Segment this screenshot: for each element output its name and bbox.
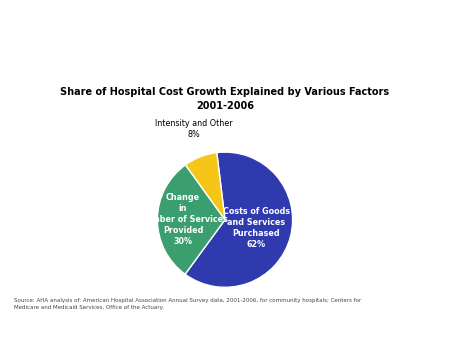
Text: Source: AHA analysis of: American Hospital Association Annual Survey data, 2001-: Source: AHA analysis of: American Hospit… [14, 298, 361, 310]
Wedge shape [185, 152, 292, 287]
Text: Share of Hospital Cost Growth Explained by Various Factors
2001-2006: Share of Hospital Cost Growth Explained … [60, 88, 390, 111]
Text: Intensity and Other
8%: Intensity and Other 8% [155, 119, 232, 139]
Text: Change
in
Number of Services
Provided
30%: Change in Number of Services Provided 30… [139, 193, 228, 246]
Wedge shape [158, 165, 225, 274]
Wedge shape [185, 152, 225, 220]
Text: Costs of Goods
and Services
Purchased
62%: Costs of Goods and Services Purchased 62… [223, 207, 290, 249]
Text: Higher costs of caring are a bigger factor in
spending growth than increased dem: Higher costs of caring are a bigger fact… [25, 23, 425, 55]
